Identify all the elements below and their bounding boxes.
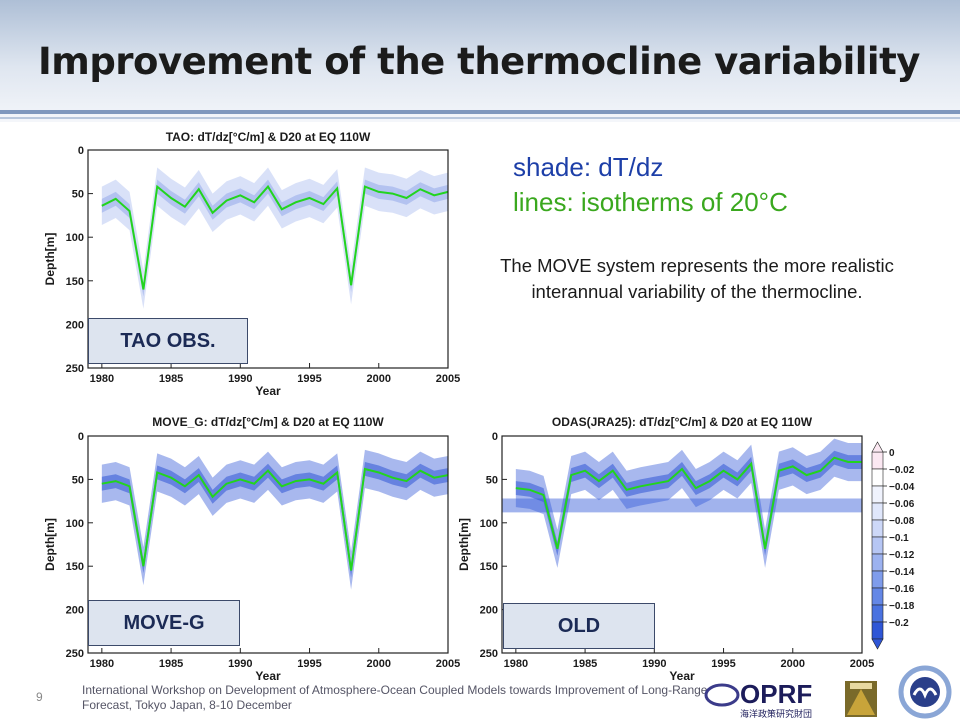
colorbar-label: −0.14 [889,567,915,578]
colorbar-cell [871,519,884,538]
y-tick-label: 250 [66,363,84,375]
x-tick-label: 2000 [367,373,391,385]
y-tick-label: 150 [66,276,84,288]
header-rule [0,110,960,114]
x-tick-label: 2005 [850,658,874,670]
colorbar-cell [871,451,884,470]
x-tick-label: 2005 [436,658,460,670]
colorbar-cell [871,604,884,623]
colorbar-label: −0.12 [889,550,915,561]
colorbar-cell [871,570,884,589]
x-tick-label: 1995 [297,373,321,385]
y-tick-label: 0 [78,431,84,443]
legend-shade: shade: dT/dz [513,152,664,182]
y-tick-label: 100 [480,518,498,530]
colorbar-label: −0.16 [889,584,915,595]
x-tick-label: 2005 [436,373,460,385]
colorbar-label: −0.1 [889,533,909,544]
x-tick-label: 1985 [159,373,183,385]
plot-frame [87,149,449,369]
colorbar-cell [871,502,884,521]
oprf-logo-subtext: 海洋政策研究財団 [740,708,812,719]
y-tick-label: 50 [486,474,498,486]
fixed-gradient-band [502,498,862,513]
colorbar-cell [871,485,884,504]
y-tick-label: 0 [492,431,498,443]
tag-old: OLD [503,603,655,649]
thermocline-core [515,450,862,556]
colorbar-label: 0 [889,448,895,459]
x-tick-label: 1990 [228,658,252,670]
y-axis-label: Depth[m] [457,518,471,571]
x-tick-label: 1995 [297,658,321,670]
logos: OPRF 海洋政策研究財団 [704,665,952,719]
colorbar-cell [871,621,884,640]
colorbar-top-arrow [871,441,884,453]
colorbar-cell [871,587,884,606]
x-tick-label: 1995 [711,658,735,670]
chart-title: MOVE_G: dT/dz[°C/m] & D20 at EQ 110W [152,415,384,429]
page-number: 9 [36,690,43,704]
colorbar-bottom-arrow [871,638,884,650]
x-tick-label: 2000 [367,658,391,670]
x-tick-label: 1980 [90,373,114,385]
y-tick-label: 200 [480,605,498,617]
y-tick-label: 150 [480,561,498,573]
colorbar-label: −0.08 [889,516,915,527]
x-tick-label: 2000 [781,658,805,670]
oprf-logo: OPRF 海洋政策研究財団 [704,679,812,719]
y-tick-label: 0 [78,145,84,157]
y-tick-label: 100 [66,232,84,244]
footer-text: International Workshop on Development of… [82,683,708,712]
header-rule-thin [0,117,960,119]
colorbar-label: −0.02 [889,465,915,476]
chart-title: TAO: dT/dz[°C/m] & D20 at EQ 110W [166,130,371,144]
colorbar-label: −0.04 [889,482,915,493]
plot-frame [501,435,863,654]
tag-tao-obs: TAO OBS. [88,318,248,364]
colorbar-label: −0.06 [889,499,915,510]
d20-isotherm-line [515,456,862,550]
y-tick-label: 250 [480,648,498,660]
colorbar-label: −0.18 [889,601,915,612]
y-axis-label: Depth[m] [43,233,57,286]
y-tick-label: 250 [66,648,84,660]
d20-isotherm-line [101,467,449,571]
x-tick-label: 1985 [159,658,183,670]
x-tick-label: 1990 [228,373,252,385]
colorbar: 0 −0.02 −0.04 −0.06 −0.08 −0.1 −0.12 −0.14 −0.16… [871,441,915,650]
x-axis-label: Year [255,384,281,398]
header-band [0,0,960,122]
x-tick-label: 1985 [573,658,597,670]
y-tick-label: 50 [72,189,84,201]
institute-seal-icon [845,681,877,717]
y-tick-label: 200 [66,605,84,617]
y-tick-label: 150 [66,561,84,573]
thermocline-shade [515,438,862,568]
y-tick-label: 200 [66,319,84,331]
x-tick-label: 1980 [504,658,528,670]
d20-isotherm-line [101,184,449,290]
y-tick-label: 50 [72,474,84,486]
colorbar-cell [871,536,884,555]
oprf-logo-text: OPRF [740,679,812,709]
colorbar-cell [871,553,884,572]
legend-lines: lines: isotherms of 20°C [513,187,788,217]
x-tick-label: 1980 [90,658,114,670]
colorbar-cell [871,468,884,487]
x-tick-label: 1990 [642,658,666,670]
description: The MOVE system represents the more real… [500,255,894,302]
y-axis-label: Depth[m] [43,518,57,571]
circle-logo-icon [898,665,952,719]
y-tick-label: 100 [66,518,84,530]
chart-title: ODAS(JRA25): dT/dz[°C/m] & D20 at EQ 110… [552,415,813,429]
x-axis-label: Year [255,669,281,683]
x-axis-label: Year [669,669,695,683]
slide-title: Improvement of the thermocline variabili… [38,40,920,83]
plot-frame [87,435,449,654]
tag-move-g: MOVE-G [88,600,240,646]
colorbar-label: −0.2 [889,618,909,629]
